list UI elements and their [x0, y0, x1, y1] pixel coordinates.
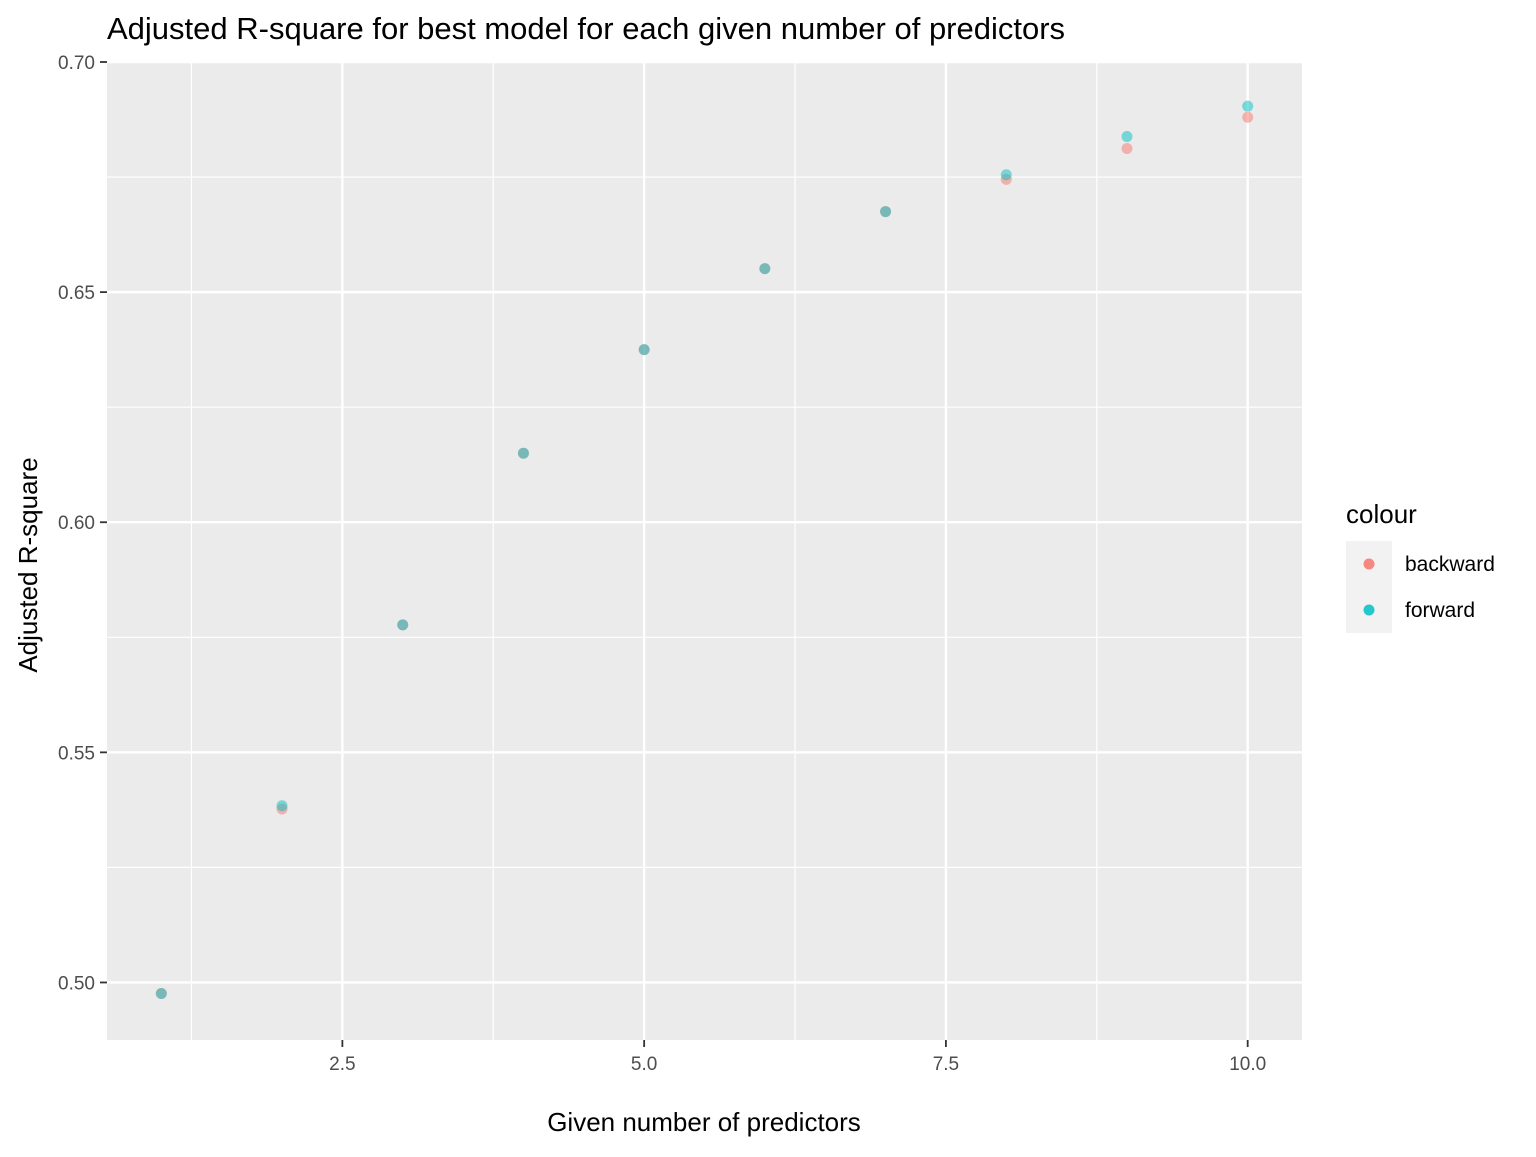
- y-axis-label: Adjusted R-square: [13, 457, 43, 672]
- data-point-forward: [1121, 131, 1133, 143]
- x-tick-label: 5.0: [631, 1054, 657, 1075]
- y-tick-label: 0.65: [58, 283, 95, 304]
- legend: colour backward forward: [1346, 499, 1495, 633]
- data-point-forward: [880, 206, 892, 218]
- y-tick-label: 0.60: [58, 513, 95, 534]
- y-tick-label: 0.50: [58, 973, 95, 994]
- data-point-forward: [276, 800, 288, 812]
- y-axis: 0.50 0.55 0.60 0.65 0.70: [58, 53, 107, 994]
- chart-title: Adjusted R-square for best model for eac…: [107, 11, 1065, 46]
- data-point-backward: [1121, 143, 1133, 155]
- major-gridlines: [107, 60, 1302, 1040]
- legend-label-backward: backward: [1405, 553, 1495, 576]
- legend-swatch-forward: [1363, 604, 1375, 616]
- y-tick-label: 0.55: [58, 743, 95, 764]
- legend-label-forward: forward: [1405, 599, 1475, 622]
- x-axis-label: Given number of predictors: [547, 1107, 861, 1137]
- x-tick-label: 7.5: [933, 1054, 959, 1075]
- x-tick-label: 10.0: [1229, 1054, 1266, 1075]
- x-axis: 2.5 5.0 7.5 10.0: [329, 1040, 1266, 1075]
- data-point-forward: [517, 447, 529, 459]
- minor-gridlines: [107, 62, 1302, 1040]
- x-tick-label: 2.5: [329, 1054, 355, 1075]
- data-point-forward: [155, 988, 167, 1000]
- plot-panel: [107, 62, 1302, 1040]
- data-points: [155, 100, 1254, 1000]
- data-point-backward: [1242, 111, 1254, 123]
- y-tick-label: 0.70: [58, 53, 95, 74]
- data-point-forward: [397, 619, 409, 631]
- data-point-forward: [1242, 100, 1254, 112]
- legend-swatch-backward: [1363, 558, 1375, 570]
- data-point-forward: [1000, 169, 1012, 181]
- legend-title: colour: [1346, 499, 1417, 529]
- data-point-forward: [638, 344, 650, 356]
- data-point-forward: [759, 263, 771, 275]
